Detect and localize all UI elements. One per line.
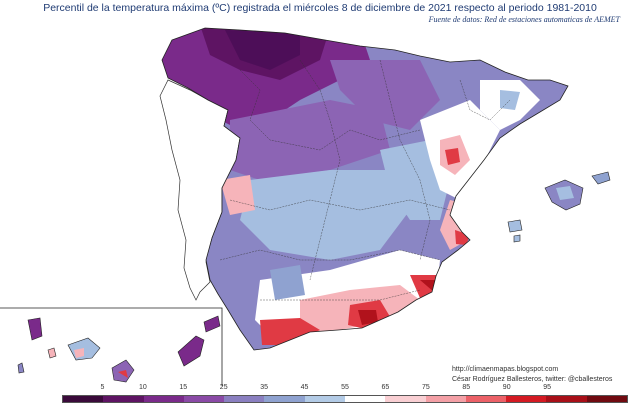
legend-swatch [465,396,507,402]
province-borders [219,59,511,301]
legend-label: 45 [300,384,309,391]
legend-swatch [586,396,627,402]
credit-author: César Rodríguez Ballesteros, twitter: @c… [452,376,613,383]
legend-color-bar [62,395,628,403]
legend-label: 85 [462,384,471,391]
canary-islands-inset [0,307,223,386]
legend-swatch [425,396,466,402]
legend-label: 5 [100,384,105,391]
legend-swatch [143,396,184,402]
legend-label: 75 [421,384,430,391]
legend-label: 90 [502,384,511,391]
legend-label: 35 [260,384,269,391]
legend-label: 10 [138,384,147,391]
map-title: Percentil de la temperatura máxima (ºC) … [43,2,597,14]
legend-swatch [103,396,144,402]
legend-swatch [344,396,386,402]
legend-label: 25 [219,384,228,391]
color-legend: 5 10 15 25 35 45 55 65 75 85 90 95 [62,384,628,406]
legend-swatch [183,396,225,402]
legend-swatch [546,396,587,402]
legend-swatch [63,396,104,402]
legend-swatch [506,396,547,402]
legend-label: 65 [381,384,390,391]
legend-label: 55 [341,384,349,391]
legend-swatch [264,396,305,402]
data-source: Fuente de datos: Red de estaciones autom… [428,15,620,24]
legend-label: 95 [543,384,552,391]
legend-swatch [385,396,426,402]
legend-swatch [224,396,265,402]
credit-url: http://climaenmapas.blogspot.com [452,366,559,373]
legend-label: 15 [179,384,188,391]
balearic-islands [507,171,611,243]
legend-swatch [304,396,345,402]
